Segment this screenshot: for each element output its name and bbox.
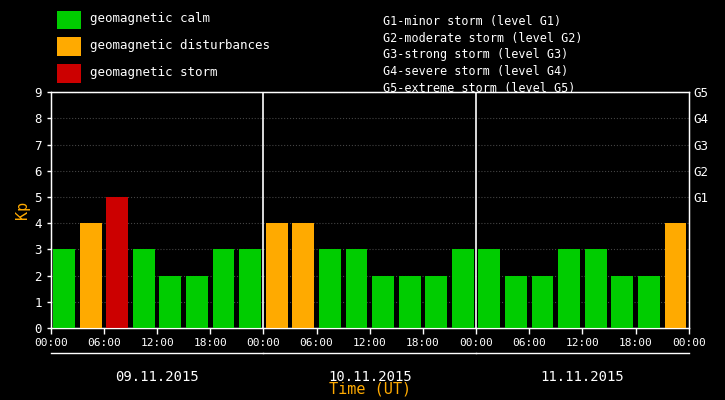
Bar [531,276,553,328]
Text: 10.11.2015: 10.11.2015 [328,370,412,384]
Text: 11.11.2015: 11.11.2015 [541,370,624,384]
Bar [505,276,527,328]
Bar [319,250,341,328]
Bar [426,276,447,328]
Text: geomagnetic disturbances: geomagnetic disturbances [91,39,270,52]
Bar [346,250,368,328]
Text: G3-strong storm (level G3): G3-strong storm (level G3) [383,48,568,62]
Y-axis label: Kp: Kp [15,201,30,219]
FancyBboxPatch shape [57,38,81,56]
Text: Time (UT): Time (UT) [328,381,411,396]
Bar [266,223,288,328]
Text: geomagnetic calm: geomagnetic calm [91,12,210,26]
Text: geomagnetic storm: geomagnetic storm [91,66,218,79]
Bar [585,250,607,328]
Bar [133,250,154,328]
Text: 09.11.2015: 09.11.2015 [115,370,199,384]
Bar [80,223,102,328]
Bar [239,250,261,328]
Bar [160,276,181,328]
Bar [399,276,420,328]
Bar [452,250,473,328]
Bar [186,276,208,328]
Bar [665,223,687,328]
Text: G1-minor storm (level G1): G1-minor storm (level G1) [383,15,560,28]
FancyBboxPatch shape [57,64,81,83]
Bar [638,276,660,328]
Bar [212,250,234,328]
Bar [558,250,580,328]
Bar [611,276,633,328]
Text: G5-extreme storm (level G5): G5-extreme storm (level G5) [383,82,575,95]
Bar [53,250,75,328]
Text: G4-severe storm (level G4): G4-severe storm (level G4) [383,65,568,78]
Text: G2-moderate storm (level G2): G2-moderate storm (level G2) [383,32,582,44]
Bar [372,276,394,328]
Bar [292,223,314,328]
Bar [478,250,500,328]
Bar [107,197,128,328]
FancyBboxPatch shape [57,10,81,29]
